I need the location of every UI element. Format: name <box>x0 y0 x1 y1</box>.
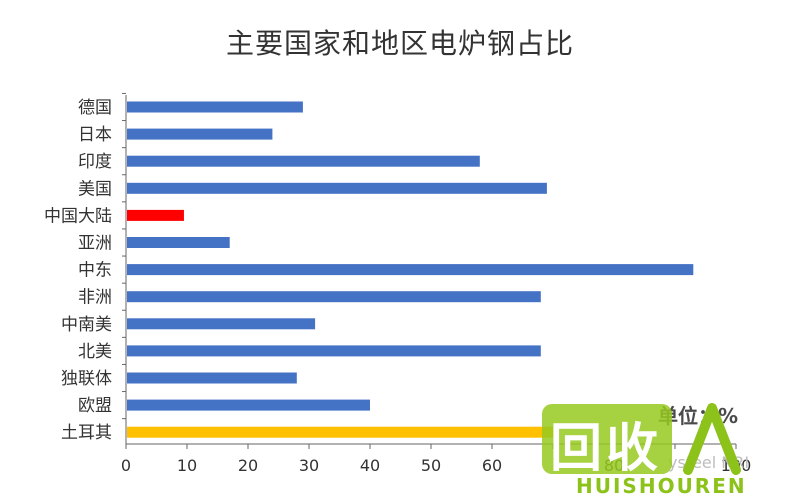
watermark-mark-icon <box>683 403 741 475</box>
x-tick-label: 20 <box>238 456 258 475</box>
watermark-logo: 回收 HUISHOUREN <box>540 398 800 500</box>
bar <box>127 345 541 357</box>
x-tick-label: 50 <box>421 456 441 475</box>
y-tick-label: 亚洲 <box>78 234 112 254</box>
y-tick-label: 中南美 <box>61 315 112 335</box>
bar <box>127 155 480 167</box>
x-tick-label: 0 <box>121 456 131 475</box>
bar <box>127 426 553 438</box>
y-tick-label: 非洲 <box>78 288 112 308</box>
y-tick-label: 独联体 <box>61 369 112 389</box>
y-tick-label: 土耳其 <box>61 423 112 443</box>
watermark-main-text: 回收 <box>550 419 663 479</box>
bar <box>127 318 316 330</box>
y-tick-label: 印度 <box>78 152 112 172</box>
x-tick-label: 60 <box>482 456 502 475</box>
watermark-box <box>542 404 672 474</box>
x-tick-label: 40 <box>360 456 380 475</box>
watermark-sub-text: HUISHOUREN <box>576 474 747 498</box>
bar <box>127 209 184 221</box>
bar <box>127 237 230 248</box>
bar <box>127 399 370 411</box>
bar <box>127 291 541 303</box>
bar <box>127 264 694 276</box>
y-tick-label: 美国 <box>78 179 112 199</box>
y-tick-label: 德国 <box>78 98 112 118</box>
y-tick-label: 北美 <box>78 342 112 362</box>
y-tick-label: 中东 <box>78 261 112 281</box>
x-tick-label: 30 <box>299 456 319 475</box>
y-tick-label: 欧盟 <box>78 396 112 416</box>
bar <box>127 372 297 384</box>
bar <box>127 182 547 194</box>
y-tick-label: 中国大陆 <box>44 206 112 226</box>
chart-title: 主要国家和地区电炉钢占比 <box>225 27 574 60</box>
bar <box>127 101 303 113</box>
x-tick-label: 10 <box>177 456 197 475</box>
bar <box>127 128 273 140</box>
y-tick-label: 日本 <box>78 125 112 145</box>
